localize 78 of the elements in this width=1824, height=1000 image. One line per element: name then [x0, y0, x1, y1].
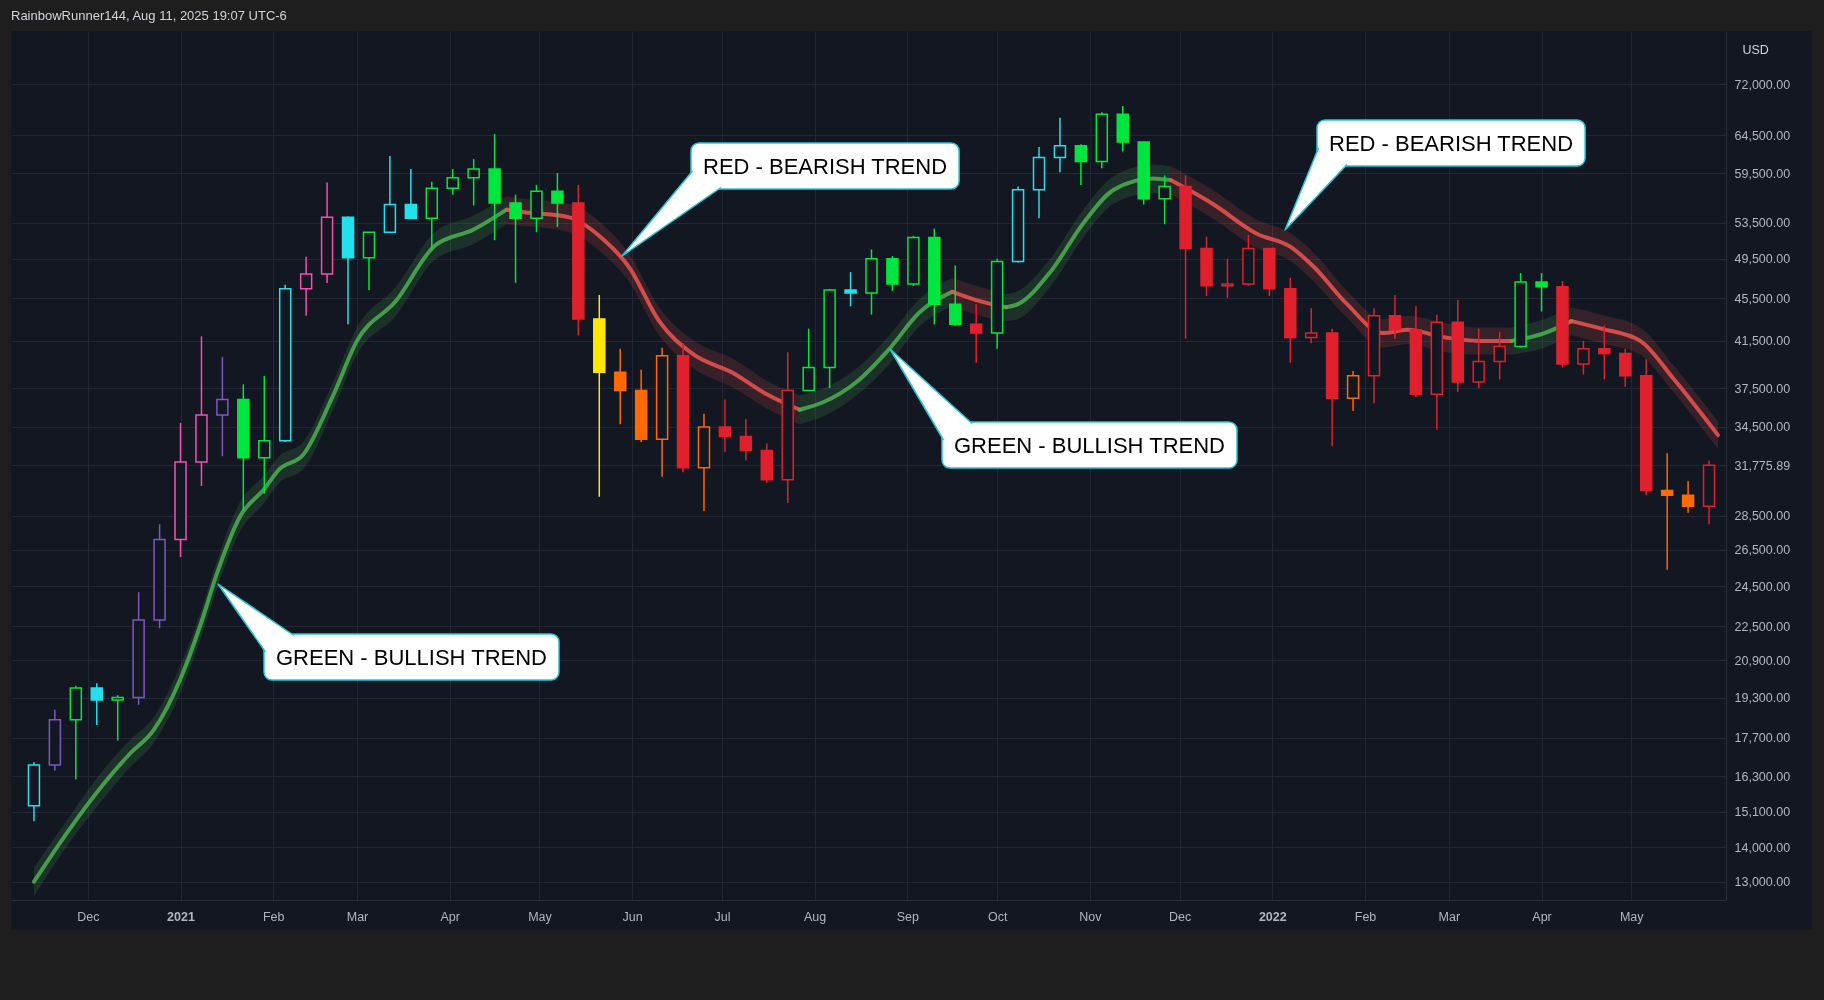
y-tick-label: 34,500.00 — [1734, 420, 1791, 435]
candlestick — [1304, 307, 1318, 344]
y-axis-title: USD — [1742, 42, 1769, 57]
candlestick — [90, 682, 104, 726]
candlestick — [739, 418, 753, 462]
x-tick-label: Feb — [1354, 909, 1377, 924]
x-tick-label: Apr — [440, 909, 460, 924]
candlestick — [1619, 348, 1632, 388]
candlestick — [216, 356, 229, 457]
candlestick — [1346, 370, 1360, 412]
x-tick-label: May — [528, 909, 553, 924]
candlestick — [509, 193, 522, 284]
y-tick-label: 15,100.00 — [1734, 805, 1791, 820]
x-tick-label: Nov — [1079, 909, 1103, 924]
x-tick-label: Jun — [622, 909, 643, 924]
candlestick — [111, 694, 124, 742]
y-tick-label: 53,500.00 — [1734, 216, 1791, 231]
candlestick — [949, 264, 962, 327]
x-tick-label: Mar — [1438, 909, 1461, 924]
candlestick — [446, 168, 459, 196]
candlestick — [1158, 174, 1171, 226]
candlestick — [1074, 143, 1088, 186]
candlestick — [467, 158, 480, 207]
x-tick-label: Aug — [804, 909, 827, 924]
x-tick-label: 2021 — [167, 909, 195, 924]
x-tick-label: Dec — [77, 909, 100, 924]
candlestick — [1577, 340, 1590, 376]
line-series — [1569, 319, 1721, 438]
candlestick — [969, 303, 983, 364]
annotation: GREEN - BULLISH TREND — [276, 644, 547, 670]
text: RainbowRunner144, Aug 11, 2025 19:07 UTC-6 — [11, 8, 287, 23]
y-tick-label: 19,300.00 — [1734, 691, 1791, 706]
y-tick-label: 17,700.00 — [1734, 731, 1791, 746]
y-tick-label: 49,500.00 — [1734, 252, 1791, 267]
candlestick — [1221, 257, 1234, 299]
annotation: RED - BEARISH TREND — [1329, 130, 1574, 156]
y-tick-label: 14,000.00 — [1734, 840, 1791, 855]
x-tick-label: Jul — [714, 909, 731, 924]
x-tick-label: Sep — [896, 909, 920, 924]
candlestick — [404, 168, 418, 220]
x-tick-label: 2022 — [1258, 909, 1287, 924]
y-tick-label: 31,775.89 — [1734, 458, 1791, 473]
y-tick-label: 28,500.00 — [1734, 509, 1791, 524]
x-tick-label: May — [1619, 909, 1645, 924]
y-tick-label: 13,000.00 — [1734, 875, 1791, 890]
y-tick-label: 37,500.00 — [1734, 381, 1791, 396]
y-tick-label: 45,500.00 — [1734, 291, 1791, 306]
x-tick-label: Feb — [262, 909, 285, 924]
candlestick — [1493, 331, 1506, 381]
y-tick-label: 72,000.00 — [1734, 77, 1791, 92]
candlestick — [613, 348, 627, 426]
candlestick — [1598, 324, 1611, 381]
candlestick — [1660, 452, 1674, 571]
y-tick-label: 64,500.00 — [1734, 128, 1791, 143]
candlestick — [1472, 327, 1485, 389]
x-tick-label: Apr — [1532, 909, 1552, 924]
x-tick-label: Oct — [987, 909, 1008, 924]
candlestick — [299, 256, 313, 317]
candlestick — [802, 327, 815, 392]
candlestick — [1681, 480, 1695, 514]
annotation: RED - BEARISH TREND — [703, 153, 948, 179]
candlestick — [551, 172, 564, 228]
candlestick — [1053, 116, 1067, 173]
candlestick — [1535, 272, 1548, 313]
y-tick-label: 16,300.00 — [1734, 769, 1791, 784]
y-tick-label: 59,500.00 — [1734, 166, 1791, 181]
x-tick-label: Mar — [346, 909, 369, 924]
candlestick — [844, 271, 857, 308]
candlestick — [1388, 294, 1402, 340]
candlestick — [258, 375, 271, 495]
candlestick — [718, 398, 732, 453]
x-tick-label: Dec — [1168, 909, 1192, 924]
annotation: GREEN - BULLISH TREND — [954, 432, 1225, 458]
y-tick-label: 22,500.00 — [1734, 619, 1791, 634]
y-tick-label: 41,500.00 — [1734, 334, 1791, 349]
y-tick-label: 24,500.00 — [1734, 579, 1791, 594]
y-tick-label: 20,900.00 — [1734, 653, 1791, 668]
y-tick-label: 26,500.00 — [1734, 543, 1791, 558]
